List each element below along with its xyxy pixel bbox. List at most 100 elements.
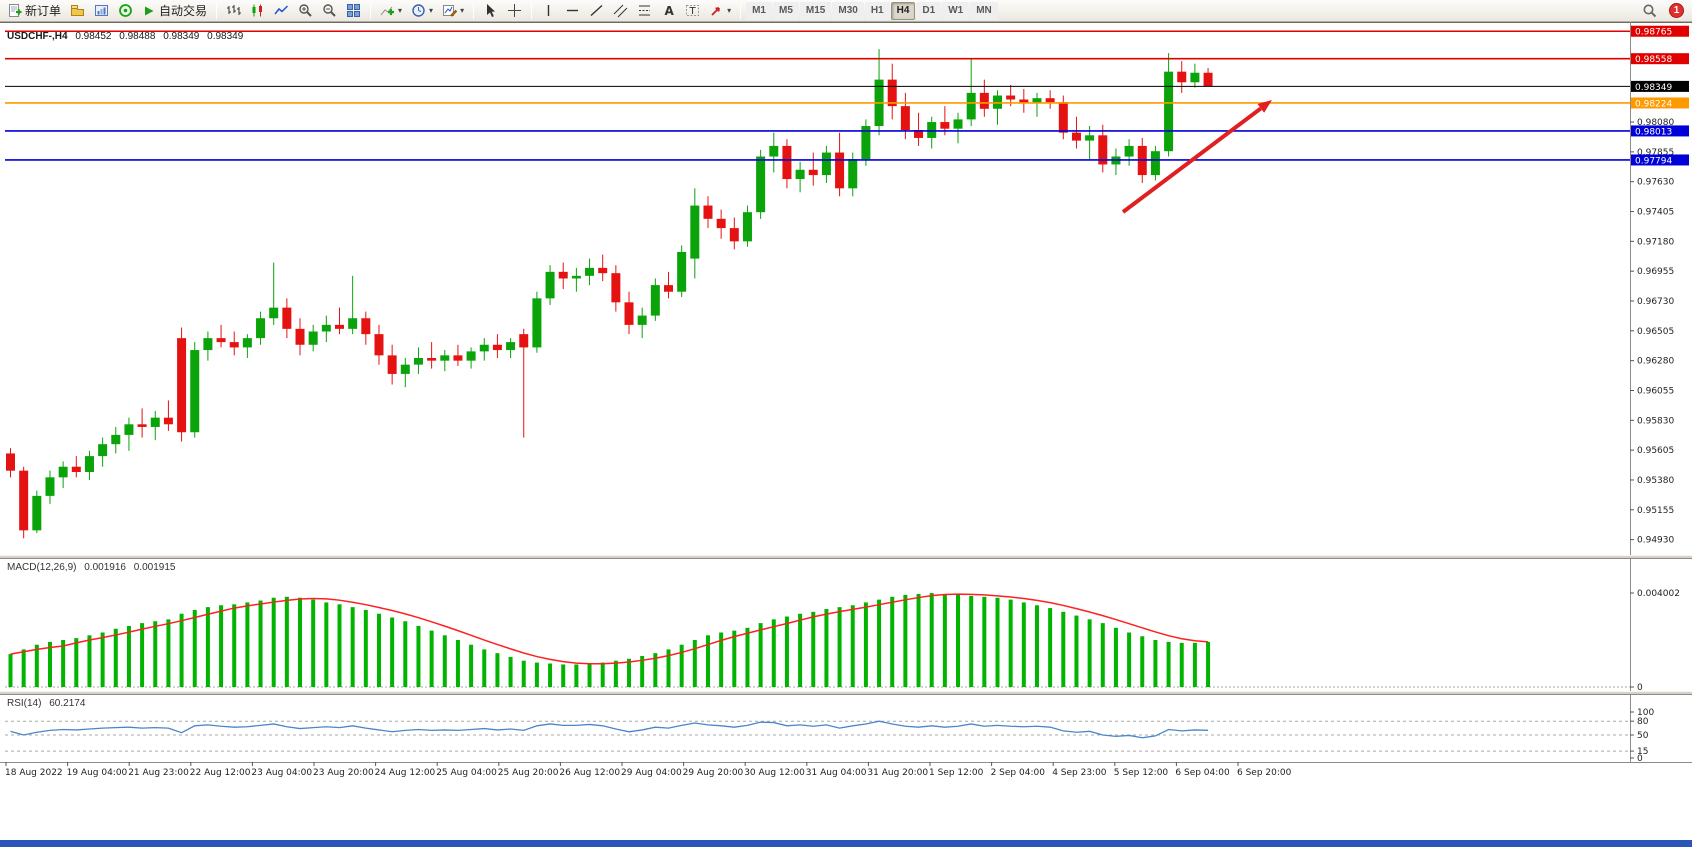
svg-text:5 Sep 12:00: 5 Sep 12:00 <box>1114 768 1169 778</box>
toolbar-separator <box>370 2 372 19</box>
chevron-down-icon: ▾ <box>398 6 403 15</box>
timeframe-button-H4[interactable]: H4 <box>890 1 916 20</box>
svg-text:0.95830: 0.95830 <box>1637 416 1674 426</box>
crosshair-icon <box>507 3 522 18</box>
timeframe-button-M15[interactable]: M15 <box>799 1 832 20</box>
crosshair-button[interactable] <box>503 1 526 21</box>
channel-icon <box>613 3 628 18</box>
svg-text:0.98224: 0.98224 <box>1635 99 1672 109</box>
svg-text:0.95380: 0.95380 <box>1637 476 1674 486</box>
timeframe-button-MN[interactable]: MN <box>970 1 998 20</box>
time-axis[interactable]: 18 Aug 2022 19 Aug 04:00 21 Aug 23:00 22 Au… <box>5 762 1292 778</box>
ohlc-low: 0.98349 <box>163 31 200 42</box>
bar-chart-icon <box>226 3 242 18</box>
navigator-button[interactable] <box>114 1 137 21</box>
search-icon <box>1642 3 1657 18</box>
svg-text:31 Aug 04:00: 31 Aug 04:00 <box>806 768 867 778</box>
timeframe-button-M1[interactable]: M1 <box>746 1 772 20</box>
taskbar-strip <box>0 840 1692 847</box>
svg-text:26 Aug 12:00: 26 Aug 12:00 <box>559 768 620 778</box>
svg-text:0: 0 <box>1637 754 1643 764</box>
svg-text:4 Sep 23:00: 4 Sep 23:00 <box>1052 768 1107 778</box>
market-watch-button[interactable] <box>90 1 113 21</box>
svg-text:0.96280: 0.96280 <box>1637 357 1674 367</box>
cursor-icon <box>483 3 498 18</box>
charts-profile-button[interactable] <box>66 1 89 21</box>
new-order-button[interactable]: 新订单 <box>3 1 65 21</box>
svg-text:100: 100 <box>1637 708 1654 718</box>
chevron-down-icon: ▾ <box>429 6 434 15</box>
auto-trading-label: 自动交易 <box>159 4 208 18</box>
svg-text:29 Aug 04:00: 29 Aug 04:00 <box>621 768 682 778</box>
text-button[interactable]: A <box>657 1 680 21</box>
svg-text:A: A <box>665 4 675 18</box>
ohlc-high: 0.98488 <box>119 31 156 42</box>
svg-text:0.96730: 0.96730 <box>1637 297 1674 307</box>
vertical-line-button[interactable] <box>537 1 560 21</box>
timeframe-button-M5[interactable]: M5 <box>773 1 799 20</box>
candles-layer <box>6 49 1213 539</box>
svg-text:0.95155: 0.95155 <box>1637 506 1674 516</box>
svg-text:0.97180: 0.97180 <box>1637 237 1674 247</box>
zoom-in-button[interactable] <box>294 1 317 21</box>
trendline-button[interactable] <box>585 1 608 21</box>
auto-trading-button[interactable]: 自动交易 <box>138 1 211 21</box>
svg-text:25 Aug 04:00: 25 Aug 04:00 <box>436 768 497 778</box>
chart-window: 0.98080 0.97855 0.97630 0.97405 0.97180 0.969… <box>0 22 1692 847</box>
annotation-arrow[interactable] <box>1121 100 1272 214</box>
svg-text:24 Aug 12:00: 24 Aug 12:00 <box>375 768 436 778</box>
toolbar-separator <box>740 2 742 19</box>
macd-signal-value: 0.001915 <box>133 562 176 573</box>
pane-resize-handle-macd[interactable] <box>0 555 1692 559</box>
svg-text:0.004002: 0.004002 <box>1637 589 1680 599</box>
svg-text:50: 50 <box>1637 731 1649 741</box>
arrow-tools-button[interactable]: ▾ <box>705 1 735 21</box>
timeframe-button-M30[interactable]: M30 <box>832 1 864 20</box>
chart-canvas[interactable]: 0.98080 0.97855 0.97630 0.97405 0.97180 0.969… <box>0 22 1692 847</box>
timeframe-group: M1 M5 M15 M30 H1 H4 D1 W1 MN <box>746 1 998 20</box>
symbol-period-label: USDCHF-,H4 <box>7 31 68 42</box>
macd-header: MACD(12,26,9) 0.001916 0.001915 <box>7 562 180 573</box>
zoom-out-button[interactable] <box>318 1 341 21</box>
indicators-button[interactable]: ▾ <box>376 1 406 21</box>
timeframe-button-H1[interactable]: H1 <box>864 1 890 20</box>
timeframe-button-W1[interactable]: W1 <box>942 1 970 20</box>
horizontal-line-button[interactable] <box>561 1 584 21</box>
zoom-out-icon <box>322 3 337 18</box>
svg-text:0.97405: 0.97405 <box>1637 208 1674 218</box>
tile-windows-button[interactable] <box>342 1 365 21</box>
notification-badge[interactable]: 1 <box>1669 3 1684 18</box>
trendline-icon <box>589 3 604 18</box>
periods-button[interactable]: ▾ <box>407 1 437 21</box>
market-watch-icon <box>94 3 109 18</box>
toolbar-separator <box>216 2 218 19</box>
line-chart-button[interactable] <box>270 1 293 21</box>
svg-text:23 Aug 04:00: 23 Aug 04:00 <box>251 768 312 778</box>
charts-profile-icon <box>70 3 85 18</box>
fibonacci-icon <box>637 3 652 18</box>
pane-resize-handle-rsi[interactable] <box>0 691 1692 695</box>
text-label-button[interactable]: T <box>681 1 704 21</box>
search-button[interactable] <box>1638 1 1661 21</box>
price-axis[interactable]: 0.98080 0.97855 0.97630 0.97405 0.97180 0.969… <box>1630 25 1689 546</box>
channel-button[interactable] <box>609 1 632 21</box>
zoom-in-icon <box>298 3 313 18</box>
svg-text:0.98349: 0.98349 <box>1635 83 1672 93</box>
chart-frame <box>0 22 1692 763</box>
svg-text:29 Aug 20:00: 29 Aug 20:00 <box>683 768 744 778</box>
svg-text:0.96055: 0.96055 <box>1637 386 1674 396</box>
timeframe-button-D1[interactable]: D1 <box>916 1 942 20</box>
svg-text:30 Aug 12:00: 30 Aug 12:00 <box>744 768 805 778</box>
fibonacci-button[interactable] <box>633 1 656 21</box>
svg-text:22 Aug 12:00: 22 Aug 12:00 <box>190 768 251 778</box>
hline-objects[interactable] <box>5 30 1630 161</box>
bar-chart-button[interactable] <box>222 1 245 21</box>
cursor-button[interactable] <box>479 1 502 21</box>
toolbar-separator <box>473 2 475 19</box>
ohlc-close: 0.98349 <box>207 31 244 42</box>
svg-text:0.98080: 0.98080 <box>1637 118 1674 128</box>
svg-text:25 Aug 20:00: 25 Aug 20:00 <box>498 768 559 778</box>
templates-button[interactable]: ▾ <box>438 1 468 21</box>
candlestick-chart-button[interactable] <box>246 1 269 21</box>
